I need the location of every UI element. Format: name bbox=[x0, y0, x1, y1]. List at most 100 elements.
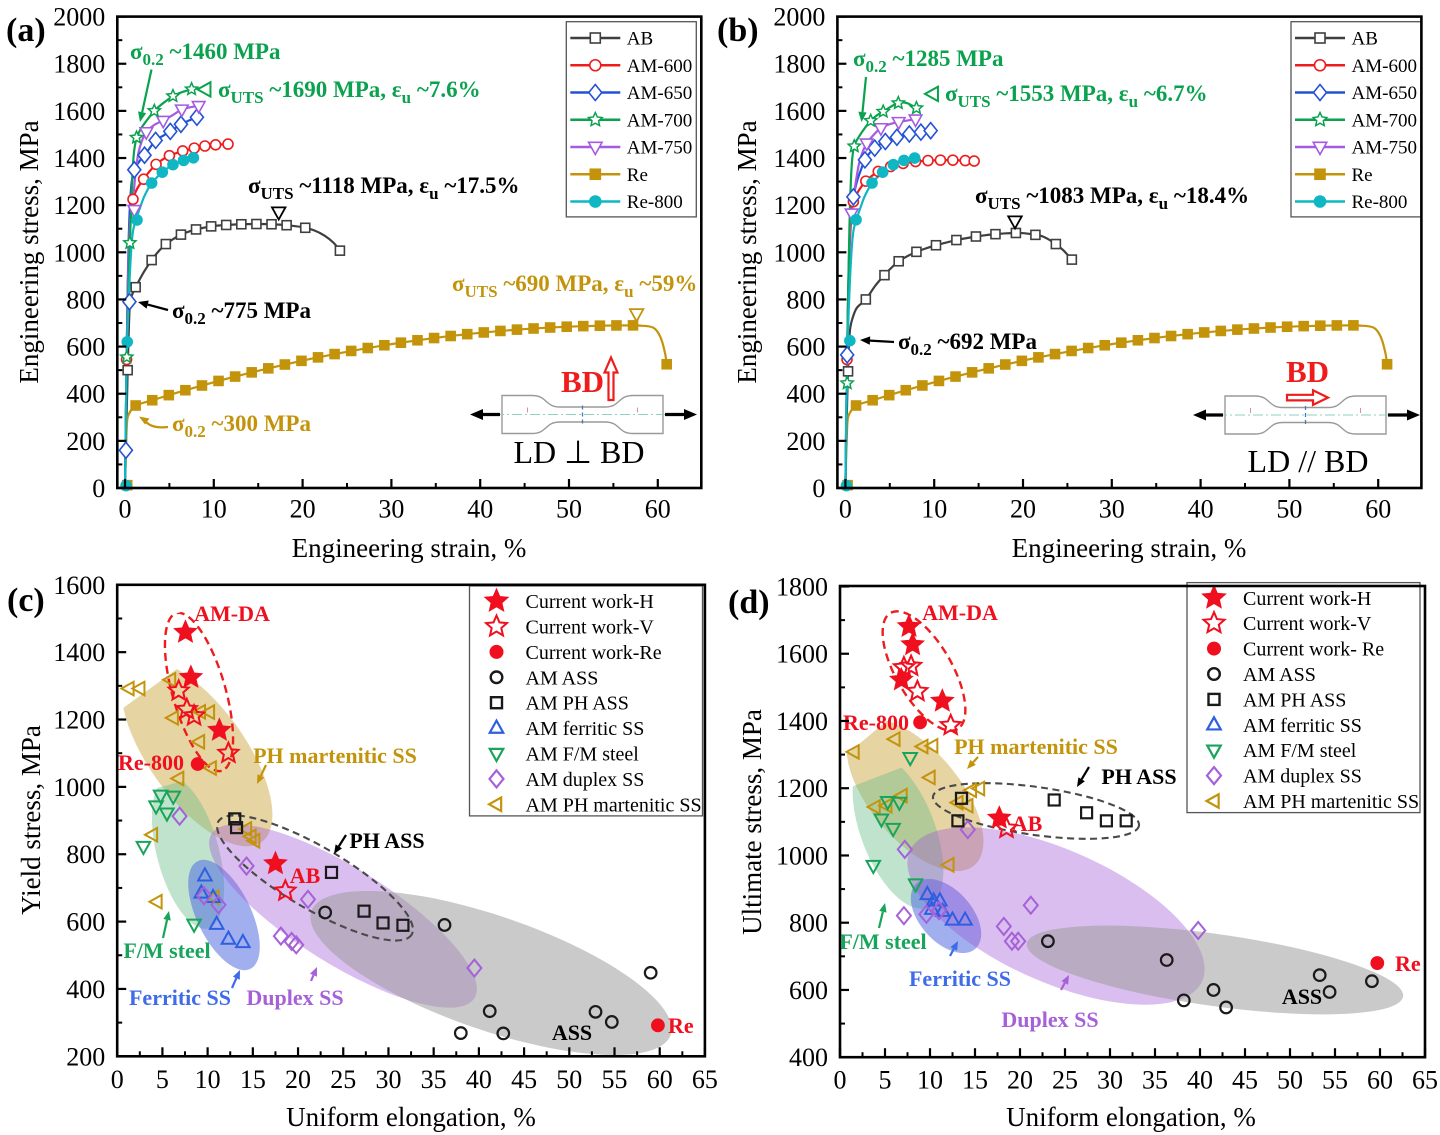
svg-text:(d): (d) bbox=[728, 584, 770, 621]
svg-text:AB: AB bbox=[1012, 811, 1043, 836]
svg-text:1400: 1400 bbox=[773, 144, 825, 173]
svg-text:1200: 1200 bbox=[773, 191, 825, 220]
svg-text:AM ASS: AM ASS bbox=[1243, 664, 1316, 686]
svg-text:200: 200 bbox=[786, 427, 825, 456]
svg-text:Ultimate stress, MPa: Ultimate stress, MPa bbox=[737, 709, 767, 935]
svg-text:AM-DA: AM-DA bbox=[922, 600, 998, 625]
svg-text:50: 50 bbox=[1277, 1066, 1303, 1095]
svg-text:Ferritic SS: Ferritic SS bbox=[129, 985, 231, 1010]
svg-text:0: 0 bbox=[812, 474, 825, 503]
svg-text:1200: 1200 bbox=[53, 706, 105, 735]
svg-text:Uniform elongation, %: Uniform elongation, % bbox=[1006, 1102, 1256, 1132]
svg-text:ASS: ASS bbox=[1282, 984, 1322, 1009]
svg-text:LD // BD: LD // BD bbox=[1248, 443, 1369, 479]
svg-text:BD: BD bbox=[1286, 354, 1329, 389]
svg-text:30: 30 bbox=[375, 1065, 401, 1094]
svg-text:10: 10 bbox=[195, 1065, 221, 1094]
svg-text:1000: 1000 bbox=[53, 773, 105, 802]
svg-text:Current work-H: Current work-H bbox=[526, 591, 654, 613]
svg-text:Ferritic SS: Ferritic SS bbox=[909, 966, 1011, 991]
svg-text:55: 55 bbox=[1322, 1066, 1348, 1095]
svg-text:1000: 1000 bbox=[53, 238, 105, 267]
svg-text:1800: 1800 bbox=[53, 50, 105, 79]
svg-text:1200: 1200 bbox=[53, 191, 105, 220]
svg-text:AM-750: AM-750 bbox=[1352, 138, 1417, 159]
svg-text:800: 800 bbox=[66, 285, 105, 314]
svg-text:45: 45 bbox=[1232, 1066, 1258, 1095]
svg-text:800: 800 bbox=[789, 909, 828, 938]
svg-text:AM-700: AM-700 bbox=[627, 110, 692, 131]
svg-text:1600: 1600 bbox=[53, 571, 105, 600]
svg-text:55: 55 bbox=[602, 1065, 628, 1094]
svg-text:AM PH ASS: AM PH ASS bbox=[526, 693, 629, 715]
svg-text:AM PH martenitic SS: AM PH martenitic SS bbox=[526, 794, 702, 816]
svg-text:20: 20 bbox=[290, 495, 316, 524]
svg-text:5: 5 bbox=[879, 1066, 892, 1095]
svg-text:20: 20 bbox=[285, 1065, 311, 1094]
svg-text:Current work-Re: Current work-Re bbox=[526, 642, 662, 664]
svg-text:40: 40 bbox=[467, 495, 493, 524]
svg-text:1000: 1000 bbox=[776, 841, 828, 870]
svg-text:1800: 1800 bbox=[773, 50, 825, 79]
svg-text:Current work-V: Current work-V bbox=[1243, 613, 1372, 635]
svg-text:30: 30 bbox=[378, 495, 404, 524]
svg-text:PH ASS: PH ASS bbox=[1101, 764, 1176, 789]
svg-text:35: 35 bbox=[421, 1065, 447, 1094]
svg-text:400: 400 bbox=[786, 380, 825, 409]
svg-text:60: 60 bbox=[645, 495, 671, 524]
svg-text:AM ASS: AM ASS bbox=[526, 667, 599, 689]
svg-text:25: 25 bbox=[1052, 1066, 1078, 1095]
svg-text:60: 60 bbox=[1367, 1066, 1393, 1095]
svg-text:20: 20 bbox=[1007, 1066, 1033, 1095]
svg-text:200: 200 bbox=[66, 1042, 105, 1071]
svg-text:600: 600 bbox=[789, 976, 828, 1005]
svg-text:35: 35 bbox=[1142, 1066, 1168, 1095]
svg-text:Re: Re bbox=[1352, 165, 1373, 186]
svg-text:600: 600 bbox=[66, 908, 105, 937]
svg-text:1600: 1600 bbox=[776, 640, 828, 669]
svg-text:10: 10 bbox=[201, 495, 227, 524]
svg-text:Re: Re bbox=[1395, 951, 1421, 976]
svg-text:40: 40 bbox=[466, 1065, 492, 1094]
svg-text:1600: 1600 bbox=[773, 97, 825, 126]
svg-text:Engineering stress, MPa: Engineering stress, MPa bbox=[14, 120, 44, 383]
svg-text:400: 400 bbox=[789, 1043, 828, 1072]
svg-text:(b): (b) bbox=[717, 12, 759, 49]
svg-text:AM-700: AM-700 bbox=[1352, 110, 1417, 131]
svg-text:PH martenitic SS: PH martenitic SS bbox=[253, 743, 417, 768]
svg-text:15: 15 bbox=[240, 1065, 266, 1094]
svg-text:AM F/M steel: AM F/M steel bbox=[526, 744, 640, 766]
svg-text:AM-650: AM-650 bbox=[1352, 83, 1417, 104]
svg-text:BD: BD bbox=[561, 364, 604, 399]
svg-text:Engineering stress, MPa: Engineering stress, MPa bbox=[732, 120, 762, 383]
svg-text:AM F/M steel: AM F/M steel bbox=[1243, 740, 1357, 762]
svg-text:800: 800 bbox=[786, 285, 825, 314]
svg-text:ASS: ASS bbox=[552, 1020, 592, 1045]
svg-text:F/M steel: F/M steel bbox=[123, 938, 210, 963]
svg-text:Engineering strain, %: Engineering strain, % bbox=[292, 533, 527, 563]
svg-text:800: 800 bbox=[66, 840, 105, 869]
svg-text:30: 30 bbox=[1099, 495, 1125, 524]
svg-text:PH martenitic SS: PH martenitic SS bbox=[954, 734, 1118, 759]
svg-text:0: 0 bbox=[119, 495, 132, 524]
svg-text:F/M steel: F/M steel bbox=[839, 929, 926, 954]
svg-text:AM ferritic SS: AM ferritic SS bbox=[526, 718, 645, 740]
svg-text:60: 60 bbox=[1365, 495, 1391, 524]
svg-text:0: 0 bbox=[92, 474, 105, 503]
svg-text:AM-600: AM-600 bbox=[1352, 56, 1417, 77]
svg-text:Yield stress, MPa: Yield stress, MPa bbox=[16, 725, 46, 915]
svg-text:2000: 2000 bbox=[773, 3, 825, 32]
svg-text:1400: 1400 bbox=[53, 638, 105, 667]
svg-text:Uniform elongation, %: Uniform elongation, % bbox=[286, 1102, 536, 1132]
svg-text:65: 65 bbox=[692, 1065, 718, 1094]
svg-text:1000: 1000 bbox=[773, 238, 825, 267]
svg-text:10: 10 bbox=[921, 495, 947, 524]
svg-text:Duplex SS: Duplex SS bbox=[1001, 1007, 1098, 1032]
svg-text:AM PH ASS: AM PH ASS bbox=[1243, 689, 1346, 711]
svg-text:200: 200 bbox=[66, 427, 105, 456]
svg-text:(a): (a) bbox=[6, 12, 46, 49]
svg-text:AM ferritic SS: AM ferritic SS bbox=[1243, 715, 1362, 737]
svg-text:Re-800: Re-800 bbox=[1352, 192, 1408, 213]
svg-text:(c): (c) bbox=[7, 582, 45, 619]
svg-text:2000: 2000 bbox=[53, 3, 105, 32]
